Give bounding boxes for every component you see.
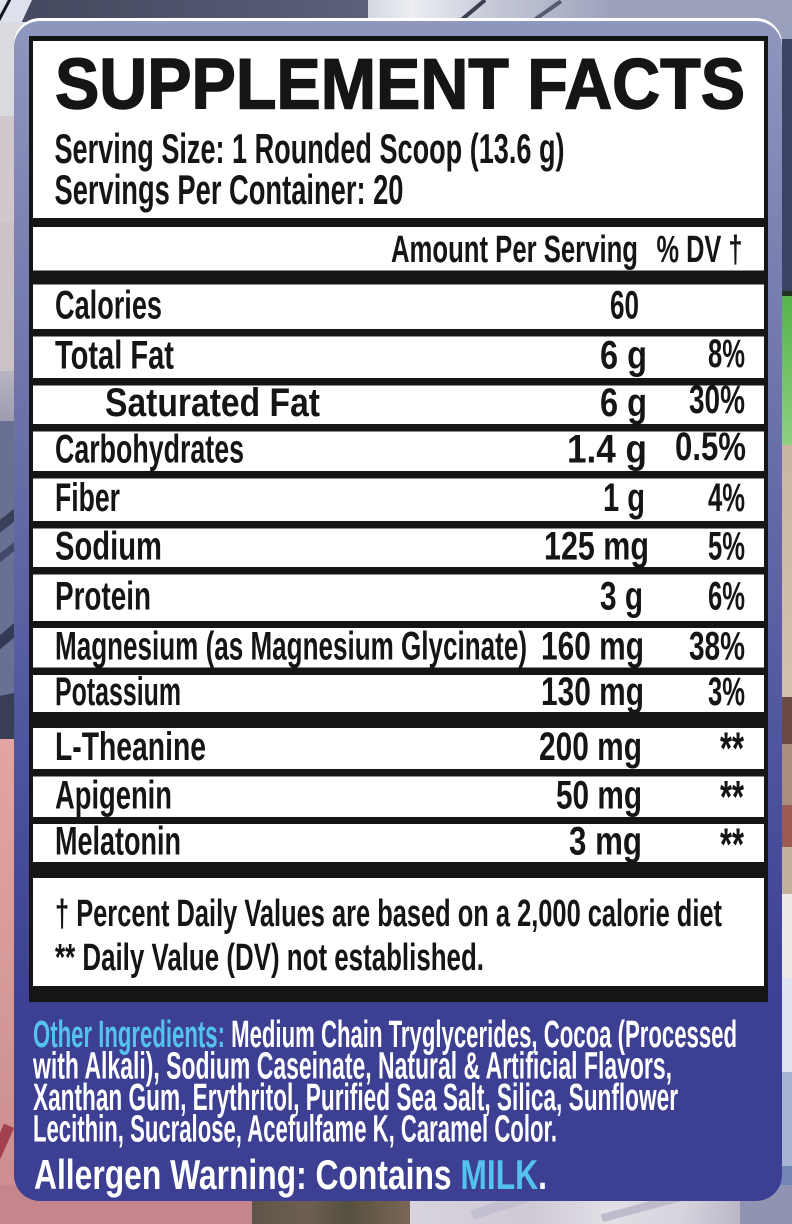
svg-text:6 g: 6 g — [600, 334, 647, 378]
svg-text:3%: 3% — [708, 670, 745, 714]
svg-text:Lecithin, Sucralose, Acefulfam: Lecithin, Sucralose, Acefulfame K, Caram… — [33, 1109, 557, 1151]
svg-text:4%: 4% — [708, 476, 745, 520]
svg-text:5%: 5% — [708, 525, 745, 569]
svg-text:Potassium: Potassium — [55, 670, 181, 714]
svg-text:**: ** — [720, 772, 744, 823]
svg-text:**: ** — [720, 723, 744, 774]
svg-text:% DV †: % DV † — [657, 229, 743, 271]
svg-text:Serving Size: 1 Rounded Scoop: Serving Size: 1 Rounded Scoop (13.6 g) — [55, 125, 565, 172]
svg-text:Melatonin: Melatonin — [55, 820, 181, 864]
svg-text:1 g: 1 g — [603, 476, 645, 520]
svg-text:38%: 38% — [689, 625, 745, 669]
svg-text:Calories: Calories — [55, 284, 162, 328]
svg-text:1.4 g: 1.4 g — [567, 428, 647, 472]
svg-text:L-Theanine: L-Theanine — [55, 725, 206, 769]
svg-text:Magnesium (as Magnesium Glycin: Magnesium (as Magnesium Glycinate) — [55, 625, 527, 669]
svg-text:SUPPLEMENT FACTS: SUPPLEMENT FACTS — [55, 46, 745, 125]
svg-text:with Alkali), Sodium Caseinate: with Alkali), Sodium Caseinate, Natural … — [32, 1046, 672, 1088]
svg-text:Xanthan Gum, Erythritol, Purif: Xanthan Gum, Erythritol, Purified Sea Sa… — [33, 1077, 678, 1119]
svg-text:Apigenin: Apigenin — [55, 774, 172, 818]
svg-text:Total Fat: Total Fat — [55, 334, 174, 378]
svg-text:Sodium: Sodium — [55, 525, 162, 569]
svg-text:Allergen Warning: Contains MIL: Allergen Warning: Contains MILK. — [34, 1151, 547, 1198]
svg-text:130 mg: 130 mg — [541, 670, 644, 714]
svg-text:200 mg: 200 mg — [539, 725, 642, 769]
svg-text:50 mg: 50 mg — [556, 774, 642, 818]
svg-text:** Daily Value (DV) not establ: ** Daily Value (DV) not established. — [55, 937, 484, 979]
svg-text:0.5%: 0.5% — [675, 425, 746, 469]
svg-text:Amount Per Serving: Amount Per Serving — [391, 229, 638, 271]
svg-text:Other Ingredients: Medium Chai: Other Ingredients: Medium Chain Tryglyce… — [33, 1014, 737, 1056]
svg-text:3 g: 3 g — [600, 575, 643, 619]
svg-text:8%: 8% — [708, 332, 745, 376]
svg-text:Carbohydrates: Carbohydrates — [55, 428, 244, 472]
svg-text:30%: 30% — [689, 378, 745, 422]
svg-text:160 mg: 160 mg — [541, 625, 644, 669]
svg-text:Fiber: Fiber — [55, 476, 120, 520]
svg-text:Saturated Fat: Saturated Fat — [105, 381, 320, 425]
svg-text:**: ** — [720, 819, 744, 870]
svg-text:Protein: Protein — [55, 575, 151, 619]
svg-text:6 g: 6 g — [600, 381, 647, 425]
svg-text:6%: 6% — [708, 575, 745, 619]
svg-text:3 mg: 3 mg — [569, 820, 642, 864]
svg-text:Servings Per Container: 20: Servings Per Container: 20 — [55, 166, 404, 213]
svg-text:60: 60 — [610, 284, 639, 328]
svg-text:† Percent Daily Values are bas: † Percent Daily Values are based on a 2,… — [55, 893, 722, 935]
svg-text:125 mg: 125 mg — [544, 525, 649, 569]
